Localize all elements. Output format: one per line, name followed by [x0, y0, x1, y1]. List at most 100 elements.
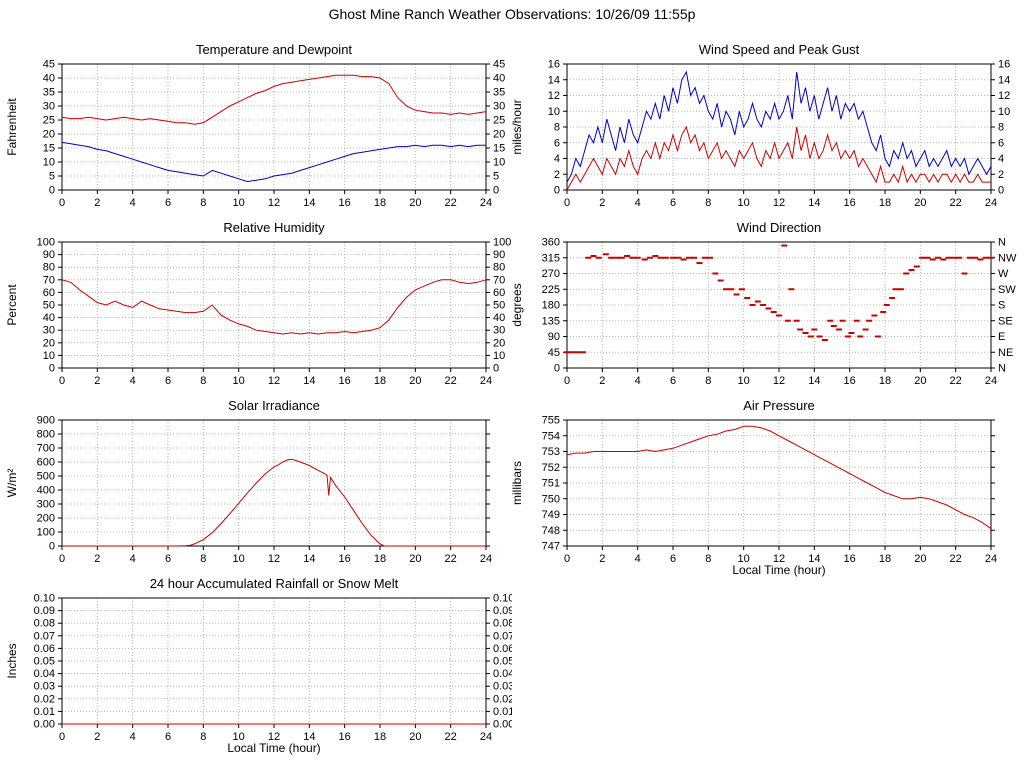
scatter-dash: [760, 304, 767, 306]
y-tick-label: 40: [43, 73, 55, 85]
x-tick-label: 8: [200, 731, 206, 743]
x-tick-label: 0: [59, 375, 65, 387]
y-tick-label: 90: [548, 331, 560, 343]
series-line: [566, 70, 992, 183]
x-tick-label: 0: [564, 197, 570, 209]
y-tick-label-right: 70: [493, 274, 505, 286]
scatter-dash: [749, 304, 756, 306]
x-tick-label: 4: [130, 375, 136, 387]
relative-humidity-chart: 0 0 10 10 20 20 30 30 40 40 50 50 60 60 70 70 80 80 90 90 10…: [0, 216, 512, 402]
y-tick-label: 0.02: [34, 693, 55, 705]
x-tick-label: 14: [303, 197, 315, 209]
y-tick-label-right: 0.09: [493, 605, 512, 617]
scatter-dash: [903, 272, 910, 275]
x-tick-label: 12: [268, 553, 280, 565]
y-tick-label-right: 5: [493, 171, 499, 183]
y-tick-label: 70: [43, 274, 55, 286]
x-tick-label: 2: [94, 375, 100, 387]
y-tick-label-right: W: [998, 268, 1009, 280]
scatter-dash: [961, 272, 968, 275]
y-tick-label-right: 40: [493, 312, 505, 324]
y-tick-label: 135: [542, 315, 560, 327]
y-tick-label-right: 20: [493, 337, 505, 349]
y-tick-label-right: 30: [493, 101, 505, 113]
y-tick-label: 0.05: [34, 656, 55, 668]
scatter-dash: [675, 256, 682, 259]
x-tick-label: 14: [303, 731, 315, 743]
scatter-dash: [827, 319, 834, 322]
y-tick-label-right: S: [998, 300, 1005, 312]
scatter-dash: [691, 256, 698, 259]
x-tick-label: 8: [705, 197, 711, 209]
scatter-dash: [935, 256, 941, 259]
y-tick-label-right: 25: [493, 115, 505, 127]
x-tick-label: 6: [165, 197, 171, 209]
y-tick-label: 751: [542, 478, 560, 490]
y-tick-label: 100: [37, 527, 55, 539]
y-tick-label-right: 80: [493, 262, 505, 274]
y-tick-label-right: 0.05: [493, 656, 512, 668]
y-tick-label-right: NW: [998, 252, 1017, 264]
x-tick-label: 10: [738, 375, 750, 387]
y-tick-label: 2: [554, 169, 560, 181]
plot-border: [566, 419, 992, 547]
y-tick-label: 500: [37, 471, 55, 483]
y-tick-label: 90: [43, 249, 55, 261]
y-tick-label: 315: [542, 252, 560, 264]
y-tick-label-right: 16: [998, 59, 1010, 71]
chart-title: Temperature and Dewpoint: [196, 42, 352, 57]
y-tick-label: 400: [37, 485, 55, 497]
x-tick-label: 8: [200, 375, 206, 387]
scatter-dash: [821, 339, 828, 341]
scatter-dash: [738, 288, 745, 291]
air-pressure-chart: 747 748 749 750 751 752 753 754 755 0 2 4 6 8 10 12 14 16…: [505, 394, 1017, 580]
y-tick-label-right: 10: [493, 157, 505, 169]
x-tick-label: 22: [445, 553, 457, 565]
y-tick-label-right: 0.07: [493, 630, 512, 642]
scatter-dash: [924, 256, 931, 259]
scatter-dash: [579, 351, 586, 354]
y-tick-label: 360: [542, 237, 560, 249]
y-tick-label-right: 6: [998, 137, 1004, 149]
x-tick-label: 24: [480, 731, 492, 743]
y-tick-label-right: SE: [998, 315, 1013, 327]
y-tick-label: 5: [49, 171, 55, 183]
y-tick-label: 755: [542, 415, 560, 427]
solar-irradiance-chart: 0 100 200 300 400 500 600 700 800 900 0 2 4 6 8 10 12 14 1…: [0, 394, 512, 580]
chart-title: Relative Humidity: [223, 220, 325, 235]
x-tick-label: 16: [844, 375, 856, 387]
y-tick-label: 14: [548, 74, 560, 86]
scatter-dash: [781, 244, 788, 247]
y-tick-label: 20: [43, 129, 55, 141]
rainfall-svg: 0.00 0.000.01 0.010.02 0.020.03 0.030.04 0.04…: [5, 576, 514, 755]
x-tick-label: 18: [374, 731, 386, 743]
series-line: [566, 425, 992, 530]
y-tick-label: 0: [554, 363, 560, 375]
y-tick-label: 0.00: [34, 719, 55, 731]
x-axis-label: Local Time (hour): [732, 563, 825, 577]
scatter-dash: [919, 256, 926, 259]
x-tick-label: 6: [670, 553, 676, 565]
y-axis-label: miles/hour: [510, 99, 524, 154]
y-tick-label: 8: [554, 122, 560, 134]
y-tick-label-right: 0.10: [493, 593, 512, 605]
scatter-dash: [641, 258, 648, 261]
y-tick-label: 10: [43, 350, 55, 362]
y-tick-label: 700: [37, 443, 55, 455]
y-tick-label: 750: [542, 493, 560, 505]
scatter-dash: [793, 319, 800, 322]
y-tick-label: 12: [548, 90, 560, 102]
scatter-dash: [647, 256, 654, 259]
x-tick-label: 24: [985, 553, 997, 565]
x-tick-label: 18: [879, 197, 891, 209]
scatter-dash: [874, 335, 881, 338]
y-tick-label-right: SW: [998, 284, 1016, 296]
scatter-dash: [788, 288, 795, 291]
y-axis-label: Inches: [5, 643, 19, 678]
chart-title: Wind Speed and Peak Gust: [699, 42, 860, 57]
scatter-dash: [956, 256, 963, 259]
y-tick-label: 10: [548, 106, 560, 118]
y-axis-label: degrees: [510, 283, 524, 326]
x-tick-label: 20: [409, 375, 421, 387]
